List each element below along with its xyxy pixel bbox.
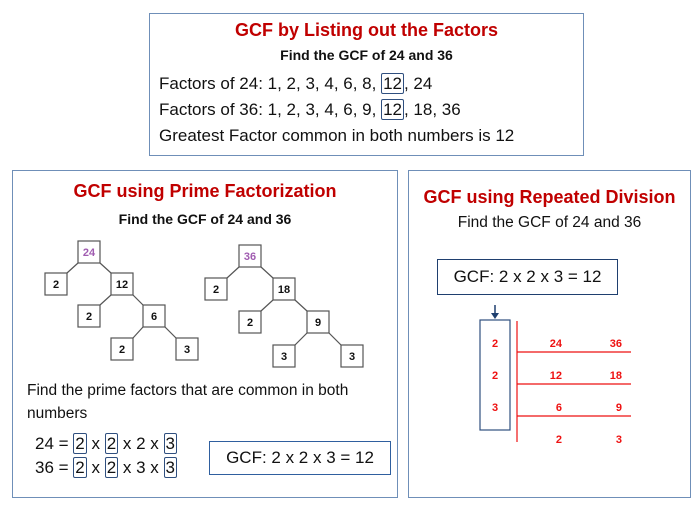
- tree-node-label: 2: [247, 317, 253, 329]
- tree-node-label: 12: [116, 279, 128, 291]
- eq-common-factor: 2: [104, 457, 119, 478]
- prime-subtitle: Find the GCF of 24 and 36: [118, 211, 292, 227]
- tree-node: [175, 337, 199, 361]
- tree-node-label: 24: [83, 247, 96, 259]
- prime-title: GCF using Prime Factorization: [73, 181, 337, 201]
- tree-edge: [164, 326, 177, 339]
- tree-edge: [294, 332, 308, 346]
- tree-edge: [99, 262, 112, 274]
- eq-common-factor: 3: [163, 457, 178, 478]
- tree-node: [306, 310, 330, 334]
- divisor-box: [479, 319, 511, 431]
- factors-24-highlight: 12: [381, 73, 404, 94]
- factors-36-suffix: , 18, 36: [403, 100, 461, 119]
- tree-node-label: 36: [244, 251, 256, 263]
- quotient: 12: [550, 370, 562, 382]
- prime-result-box: GCF: 2 x 2 x 3 = 12: [209, 441, 391, 475]
- tree-node-label: 2: [86, 311, 92, 323]
- quotient: 3: [616, 434, 622, 446]
- tree-node: [77, 240, 101, 264]
- tree-node: [238, 310, 262, 334]
- tree-edge: [99, 294, 112, 306]
- factors-24-prefix: Factors of 24: 1, 2, 3, 4, 6, 8,: [159, 74, 382, 93]
- eq-times: x: [86, 434, 105, 453]
- factors-24-suffix: , 24: [403, 74, 433, 93]
- tree-node: [204, 277, 228, 301]
- tree-node: [44, 272, 68, 296]
- divisor: 2: [492, 338, 498, 350]
- factors-24: Factors of 24: 1, 2, 3, 4, 6, 8, 12, 24: [159, 73, 433, 94]
- eq-mid: x 3 x: [118, 458, 164, 477]
- tree-node: [272, 344, 296, 368]
- tree-node-label: 3: [281, 351, 287, 363]
- listing-panel: GCF by Listing out the Factors Find the …: [149, 13, 584, 156]
- tree-node-label: 2: [53, 279, 59, 291]
- divisor: 3: [492, 402, 498, 414]
- factor-trees: 24 2 12 2 6 2 3 36 2 18 2 9 3 3: [44, 240, 364, 368]
- eq-common-factor: 3: [163, 433, 178, 454]
- tree-edge: [66, 262, 79, 274]
- eq-lhs: 24 =: [35, 434, 74, 453]
- tree-node-label: 2: [213, 284, 219, 296]
- factors-36-highlight: 12: [381, 99, 404, 120]
- factors-36: Factors of 36: 1, 2, 3, 4, 6, 9, 12, 18,…: [159, 99, 461, 120]
- tree-node-label: 2: [119, 344, 125, 356]
- tree-node: [142, 304, 166, 328]
- eq-lhs: 36 =: [35, 458, 74, 477]
- tree-node-label: 9: [315, 317, 321, 329]
- tree-edge: [294, 299, 308, 312]
- tree-node: [340, 344, 364, 368]
- equation-24: 24 = 2 x 2 x 2 x 3: [35, 433, 178, 454]
- tree-node: [77, 304, 101, 328]
- division-result-box: GCF: 2 x 2 x 3 = 12: [437, 259, 618, 295]
- tree-edge: [226, 266, 240, 279]
- tree-node: [110, 337, 134, 361]
- quotient: 9: [616, 402, 622, 414]
- quotient: 2: [556, 434, 562, 446]
- tree-node-label: 3: [349, 351, 355, 363]
- division-panel: GCF using Repeated Division Find the GCF…: [408, 170, 691, 498]
- listing-title: GCF by Listing out the Factors: [234, 20, 498, 40]
- division-title: GCF using Repeated Division: [423, 187, 676, 207]
- quotient: 18: [610, 370, 622, 382]
- tree-edge: [132, 326, 144, 339]
- listing-conclusion: Greatest Factor common in both numbers i…: [159, 126, 515, 145]
- eq-mid: x 2 x: [118, 434, 164, 453]
- equation-36: 36 = 2 x 2 x 3 x 3: [35, 457, 178, 478]
- arrow-down-icon: [491, 313, 499, 319]
- quotient: 24: [550, 338, 563, 350]
- eq-common-factor: 2: [73, 457, 87, 478]
- tree-node-label: 18: [278, 284, 290, 296]
- prime-panel: GCF using Prime Factorization Find the G…: [12, 170, 398, 498]
- tree-node: [238, 244, 262, 268]
- eq-common-factor: 2: [104, 433, 119, 454]
- tree-node-label: 3: [184, 344, 190, 356]
- tree-edge: [328, 332, 342, 346]
- tree-node: [110, 272, 134, 296]
- eq-times: x: [86, 458, 105, 477]
- division-subtitle: Find the GCF of 24 and 36: [457, 214, 642, 231]
- division-ladder: 2 2 3 24 36 12 18 6 9 2 3: [479, 305, 631, 446]
- prime-instruction: Find the prime factors that are common i…: [27, 382, 349, 422]
- tree-edge: [132, 294, 144, 306]
- tree-node: [272, 277, 296, 301]
- tree-edge: [260, 299, 274, 312]
- eq-common-factor: 2: [73, 433, 87, 454]
- factors-36-prefix: Factors of 36: 1, 2, 3, 4, 6, 9,: [159, 100, 382, 119]
- quotient: 6: [556, 402, 562, 414]
- tree-node-label: 6: [151, 311, 157, 323]
- divisor: 2: [492, 370, 498, 382]
- quotient: 36: [610, 338, 622, 350]
- tree-edge: [260, 266, 274, 279]
- listing-subtitle: Find the GCF of 24 and 36: [280, 47, 453, 63]
